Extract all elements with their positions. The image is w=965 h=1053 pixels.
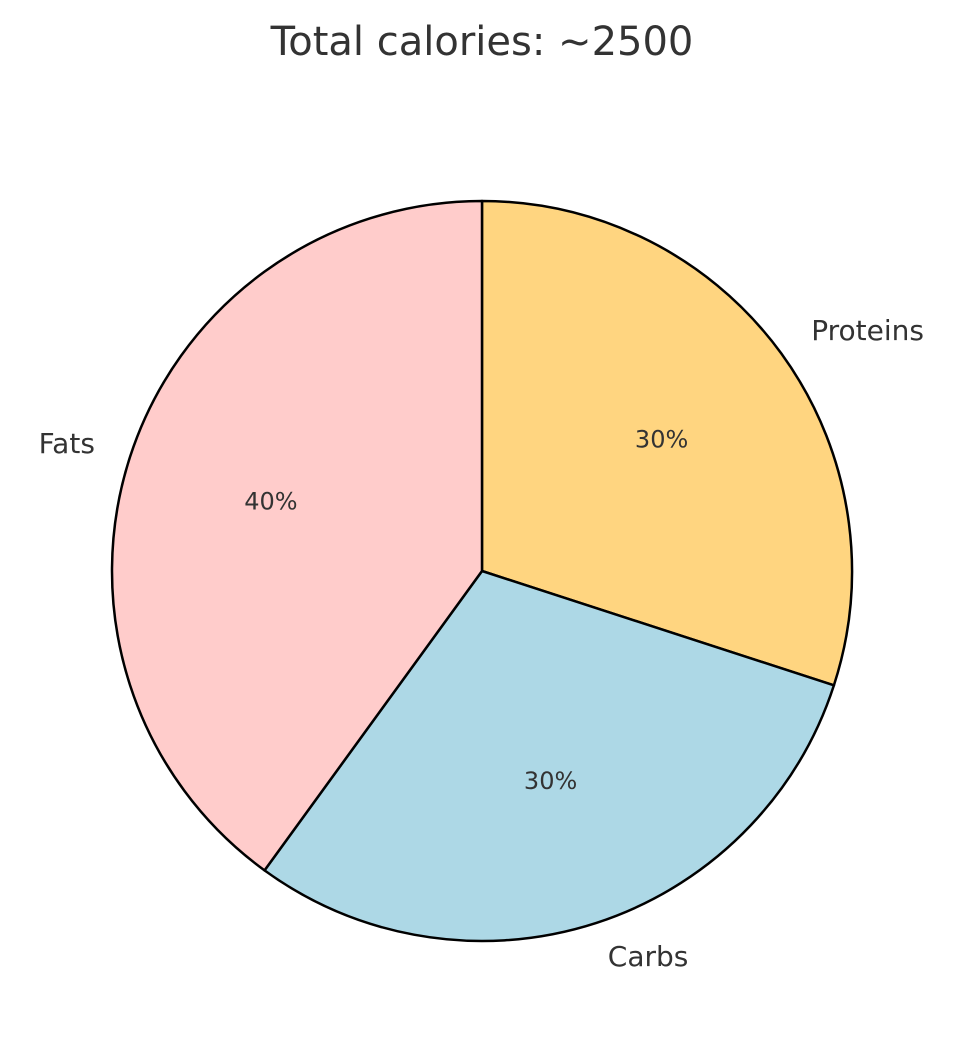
chart-title: Total calories: ~2500: [270, 19, 694, 65]
pie-pct-label-carbs: 30%: [524, 767, 577, 795]
pie-pct-label-fats: 40%: [244, 487, 297, 515]
pie-label-carbs: Carbs: [608, 940, 689, 973]
pie-slice-fats: [110, 199, 484, 872]
pie-pct-label-proteins: 30%: [635, 426, 688, 454]
pie-labels: Proteins 30% Carbs 30% Fats 40%: [39, 314, 924, 973]
pie-slice-proteins: [480, 199, 854, 687]
pie-slices: [110, 199, 854, 943]
pie-slice-carbs: [263, 569, 836, 943]
pie-label-proteins: Proteins: [811, 314, 924, 347]
pie-label-fats: Fats: [39, 427, 95, 460]
